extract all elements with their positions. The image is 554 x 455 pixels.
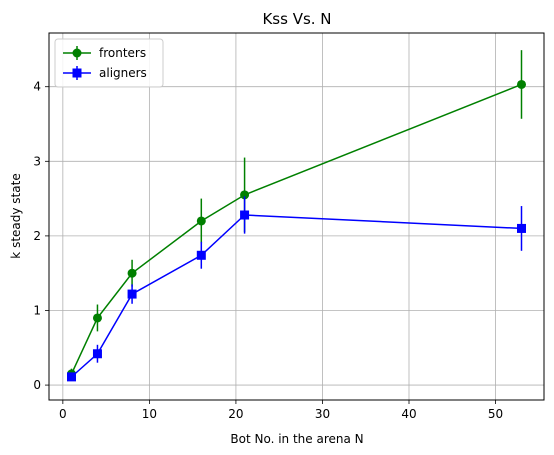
y-axis-label: k steady state [9,173,23,258]
x-tick-label: 0 [59,407,67,421]
legend-label: fronters [99,46,146,60]
legend: fronters aligners [54,38,164,88]
legend-marker [72,68,82,78]
fronters-line [70,83,522,375]
aligners-point [127,289,137,299]
fronters-point [92,313,102,323]
aligners-point [517,223,526,233]
series-aligners [67,196,526,382]
x-tick-label: 40 [401,407,416,421]
chart-title: Kss Vs. N [262,10,331,28]
x-tick-label: 50 [488,407,503,421]
fronters-point [517,79,526,89]
fronters-point [127,268,137,278]
legend-item-fronters: fronters [63,46,146,60]
fronters-point [240,190,250,200]
legend-box [54,38,164,88]
y-tick-label: 1 [33,303,41,317]
aligners-point [67,372,76,382]
y-tick-label: 2 [33,229,41,243]
legend-label: aligners [99,66,147,80]
x-axis-label: Bot No. in the arena N [230,432,363,446]
y-tick-label: 4 [33,80,41,94]
fronters-point [196,216,206,226]
aligners-point [196,250,206,260]
aligners-point [240,210,250,220]
x-tick-label: 30 [315,407,330,421]
y-tick-label: 0 [33,378,41,392]
x-tick-label: 10 [142,407,157,421]
x-tick-label: 20 [228,407,243,421]
legend-marker [72,48,82,58]
y-tick-label: 3 [33,154,41,168]
plot-frame [48,32,545,401]
aligners-point [92,349,102,359]
legend-item-aligners: aligners [63,66,147,80]
